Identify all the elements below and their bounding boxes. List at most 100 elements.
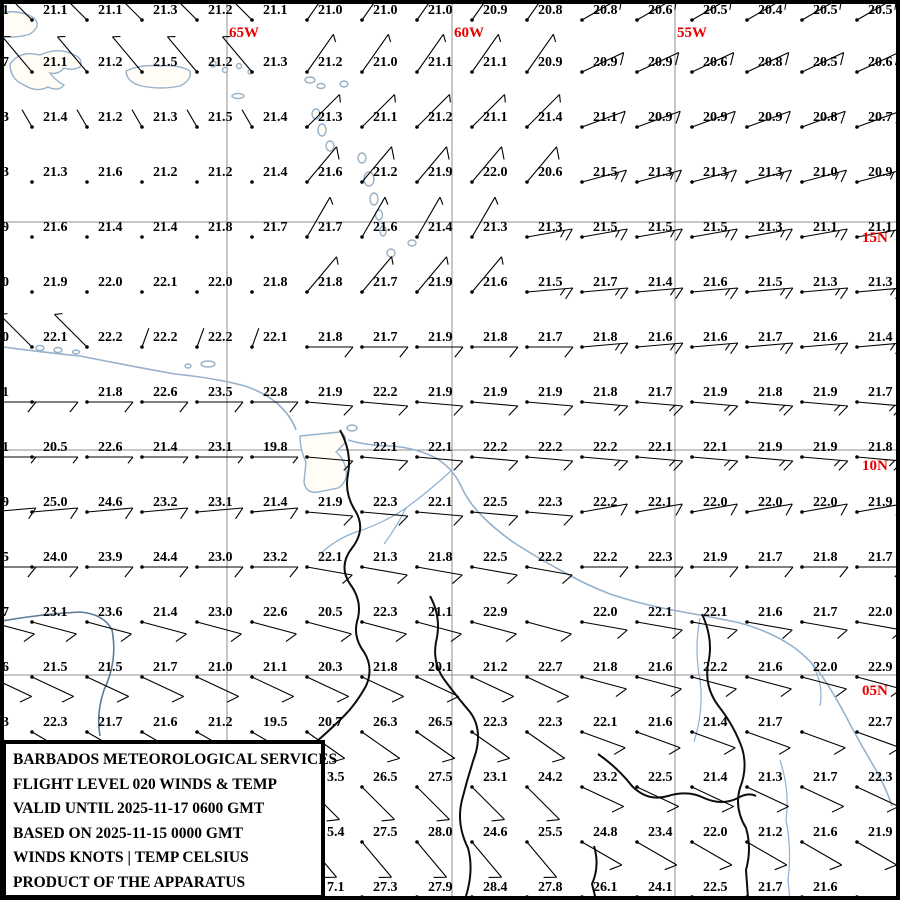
- river: [779, 759, 791, 900]
- wind-barb: [305, 400, 354, 416]
- wind-barb: [415, 400, 464, 416]
- wind-barb: [580, 287, 629, 300]
- temp-value: 21.4: [868, 330, 893, 345]
- wind-barb: [800, 565, 849, 578]
- temp-value: 21.9: [428, 330, 453, 345]
- temp-value: 21.6: [813, 880, 838, 895]
- temp-value: 20.7: [868, 110, 893, 125]
- wind-barb: [85, 455, 134, 464]
- island: [200, 360, 216, 368]
- wind-barb: [635, 840, 678, 871]
- wind-barb: [195, 400, 244, 413]
- temp-value: 24.1: [648, 880, 673, 895]
- temp-value: 22.2: [153, 330, 178, 345]
- temp-value: 22.3: [868, 770, 893, 785]
- temp-value: 20.9: [703, 110, 728, 125]
- temp-value: 20.9: [593, 55, 618, 70]
- wind-barb: [415, 196, 444, 239]
- wind-barb: [360, 510, 409, 526]
- wind-barb: [0, 456, 37, 464]
- wind-barb: [745, 840, 788, 871]
- temp-value: 21.9: [868, 825, 893, 840]
- wind-barb: [525, 620, 572, 643]
- wind-barb: [635, 895, 643, 900]
- wind-barb: [800, 730, 846, 755]
- temp-value: 21.3: [758, 165, 783, 180]
- station-dot: [30, 180, 34, 184]
- temp-value: 20.5: [43, 440, 68, 455]
- island: [71, 349, 81, 355]
- wind-barb: [195, 328, 205, 349]
- wind-barb: [525, 345, 574, 358]
- temp-value: 21.3: [813, 275, 838, 290]
- wind-barb: [305, 196, 334, 239]
- wind-barb: [30, 400, 79, 413]
- temp-value: 21.2: [208, 55, 233, 70]
- temp-value: 23.1: [208, 495, 233, 510]
- wind-barb: [360, 94, 396, 129]
- temp-value: 21.6: [98, 165, 123, 180]
- wind-barb: [195, 180, 199, 184]
- wind-barb: [195, 675, 239, 703]
- wind-barb: [690, 342, 739, 355]
- wind-barb: [745, 730, 791, 755]
- temp-value: 23.0: [208, 605, 233, 620]
- wind-barb: [525, 895, 531, 900]
- temp-value: 21.6: [483, 275, 508, 290]
- wind-barb: [855, 400, 900, 416]
- wind-barb: [415, 146, 450, 184]
- wind-barb: [525, 675, 569, 703]
- wind-barb: [580, 455, 629, 471]
- temp-value: 23.4: [648, 825, 673, 840]
- wind-barb: [241, 109, 254, 129]
- temp-value: 25.5: [538, 825, 563, 840]
- island: [386, 248, 396, 258]
- wind-barb: [800, 342, 849, 355]
- latitude-label: 15N: [862, 230, 888, 246]
- temp-value: 21.1: [593, 110, 618, 125]
- coastline: [347, 439, 893, 807]
- station-dot: [85, 235, 89, 239]
- island: [209, 60, 217, 68]
- temp-value: 21.6: [43, 220, 68, 235]
- wind-barb: [470, 840, 502, 879]
- wind-barb: [30, 620, 77, 643]
- temp-value: 21.4: [153, 440, 178, 455]
- wind-barb: [745, 565, 794, 578]
- temp-value: 21.7: [263, 220, 288, 235]
- temp-value: 22.0: [483, 165, 508, 180]
- wind-barb: [222, 36, 254, 74]
- wind-barb: [690, 730, 736, 755]
- wind-barb: [360, 675, 404, 703]
- station-dot: [140, 290, 144, 294]
- wind-barb: [690, 52, 735, 74]
- temp-edge-fragment: 6: [2, 660, 9, 675]
- coastlines: [0, 11, 893, 900]
- wind-barb: [85, 620, 132, 643]
- wind-barb: [470, 510, 519, 526]
- temp-value: 22.0: [208, 275, 233, 290]
- wind-barb: [250, 290, 254, 294]
- temp-value: 26.1: [593, 880, 618, 895]
- temp-value: 22.5: [483, 495, 508, 510]
- wind-barb: [470, 785, 505, 822]
- temp-value: 21.0: [373, 3, 398, 18]
- wind-barb: [250, 620, 297, 643]
- temp-value: 27.8: [538, 880, 563, 895]
- temp-value: 21.6: [703, 275, 728, 290]
- temp-value: 22.9: [483, 605, 508, 620]
- temp-value: 20.5: [868, 3, 893, 18]
- temp-value: 21.6: [813, 825, 838, 840]
- wind-barb: [250, 675, 294, 703]
- island: [357, 152, 367, 164]
- temp-value: 22.3: [538, 495, 563, 510]
- temp-value: 21.1: [428, 605, 453, 620]
- temp-value: 21.3: [318, 110, 343, 125]
- temp-value: 22.0: [593, 605, 618, 620]
- wind-barb: [360, 455, 409, 471]
- temp-value: 21.9: [538, 385, 563, 400]
- wind-barb: [690, 455, 739, 471]
- wind-barb: [415, 256, 449, 294]
- wind-barb: [635, 620, 683, 639]
